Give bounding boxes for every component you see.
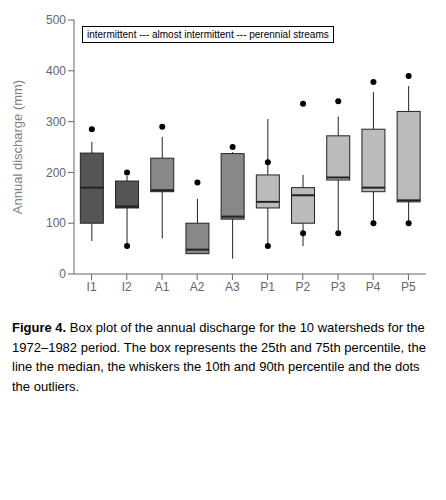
svg-text:Annual discharge (mm): Annual discharge (mm) bbox=[10, 80, 25, 214]
svg-text:I2: I2 bbox=[122, 280, 132, 294]
svg-text:P4: P4 bbox=[366, 280, 381, 294]
svg-text:A1: A1 bbox=[155, 280, 170, 294]
svg-text:P2: P2 bbox=[295, 280, 310, 294]
svg-text:400: 400 bbox=[46, 64, 66, 78]
svg-text:P5: P5 bbox=[401, 280, 416, 294]
html-text:intermittent --- almost interm: intermittent --- almost intermittent ---… bbox=[87, 29, 329, 40]
svg-text:P1: P1 bbox=[260, 280, 275, 294]
svg-text:500: 500 bbox=[46, 13, 66, 27]
html-text:Figure 4. Box plot of the annu: Figure 4. Box plot of the annual dischar… bbox=[12, 320, 426, 394]
svg-text:0: 0 bbox=[59, 267, 66, 281]
svg-text:200: 200 bbox=[46, 166, 66, 180]
svg-text:100: 100 bbox=[46, 216, 66, 230]
svg-text:A2: A2 bbox=[190, 280, 205, 294]
svg-text:I1: I1 bbox=[87, 280, 97, 294]
svg-text:A3: A3 bbox=[225, 280, 240, 294]
svg-text:300: 300 bbox=[46, 115, 66, 129]
svg-text:P3: P3 bbox=[331, 280, 346, 294]
